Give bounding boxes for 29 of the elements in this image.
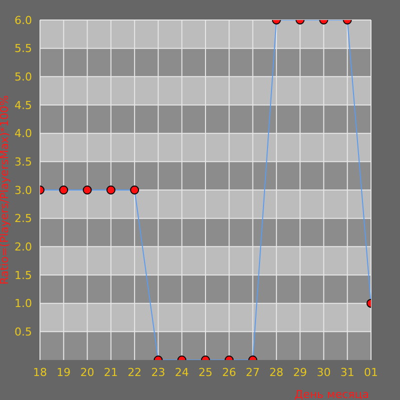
x-tick-label: 29	[293, 366, 308, 379]
x-tick-label: 30	[316, 366, 331, 379]
y-tick-label: 2.0	[14, 240, 32, 254]
x-tick-label: 23	[151, 366, 166, 379]
x-tick-label: 28	[269, 366, 284, 379]
y-tick-label: 1.0	[14, 297, 32, 310]
y-tick-label: 1.5	[14, 268, 32, 282]
x-axis-title: День месяца	[294, 388, 369, 400]
x-tick-label: 18	[33, 366, 47, 379]
x-tick-label: 20	[80, 366, 94, 379]
y-tick-label: 5.0	[14, 70, 32, 84]
y-tick-label: 4.0	[14, 127, 32, 140]
y-tick-label: 2.5	[14, 212, 32, 226]
y-tick-label: 3.0	[14, 184, 32, 197]
y-tick-label: 4.5	[14, 98, 32, 112]
x-tick-label: 31	[340, 366, 354, 379]
x-tick-label: 27	[246, 366, 260, 379]
x-tick-label: 25	[198, 366, 212, 379]
x-tick-label: 19	[56, 366, 71, 379]
x-tick-label: 26	[222, 366, 236, 379]
y-tick-label: 5.5	[14, 42, 32, 56]
y-tick-label: 3.5	[14, 156, 32, 169]
y-axis-title: Ratio=(Players/PlayersMax)*100%	[0, 95, 11, 285]
y-tick-label: 0.5	[14, 326, 32, 339]
y-tick-label: 6.0	[14, 14, 32, 27]
x-tick-label: 21	[104, 366, 118, 379]
x-tick-label: 01	[364, 366, 378, 379]
x-tick-label: 24	[174, 366, 189, 379]
x-tick-label: 22	[128, 366, 142, 379]
